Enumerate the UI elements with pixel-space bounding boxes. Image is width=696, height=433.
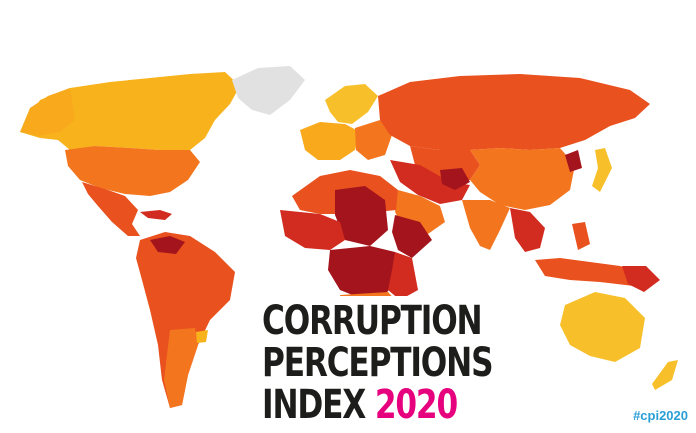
region-australia: [560, 292, 645, 362]
region-caribbean: [140, 210, 172, 220]
title-line-1: CORRUPTION: [262, 298, 483, 344]
region-central-africa: [328, 246, 400, 298]
region-india: [462, 200, 510, 250]
region-china: [470, 148, 575, 210]
region-canada: [20, 72, 240, 150]
region-usa: [65, 146, 200, 196]
region-central-america: [82, 182, 140, 236]
poster-title: CORRUPTION PERCEPTIONS INDEX 2020: [262, 298, 494, 426]
region-sahel: [335, 186, 388, 246]
region-southeast-asia: [510, 208, 545, 252]
region-east-africa: [388, 252, 418, 300]
region-alaska: [20, 88, 75, 136]
region-japan: [592, 148, 612, 192]
region-afghanistan: [440, 168, 470, 190]
title-year: 2020: [374, 382, 458, 428]
region-philippines: [572, 222, 590, 250]
region-western-europe: [300, 122, 360, 160]
region-new-zealand: [652, 360, 678, 390]
region-uruguay: [196, 330, 208, 343]
region-horn-africa: [392, 215, 432, 258]
region-middle-east: [390, 160, 470, 204]
title-backdrop: [250, 296, 460, 432]
region-north-korea: [565, 150, 582, 172]
region-russia: [378, 74, 650, 150]
region-indonesia: [535, 258, 640, 286]
region-scandinavia: [325, 84, 378, 124]
title-line-2: PERCEPTIONS: [262, 340, 494, 386]
hashtag-label: #cpi2020: [633, 408, 688, 423]
title-word-index: INDEX: [262, 382, 366, 428]
region-eastern-europe: [355, 120, 392, 160]
region-west-africa: [280, 210, 345, 250]
region-venezuela: [150, 236, 185, 254]
region-greenland: [232, 66, 305, 115]
region-southern-cone: [164, 328, 198, 408]
title-line-3: INDEX 2020: [262, 384, 492, 426]
region-south-america: [136, 232, 235, 408]
region-png: [622, 266, 660, 292]
